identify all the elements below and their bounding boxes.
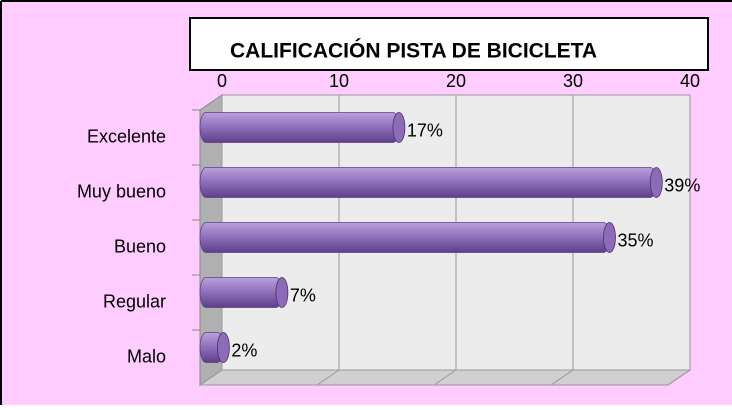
- grid-line: [433, 369, 457, 386]
- bar: [199, 112, 400, 143]
- bar: [199, 167, 657, 198]
- bar: [199, 222, 610, 253]
- grid-line: [199, 369, 223, 386]
- bar-cap: [216, 332, 230, 363]
- x-tick-label: 0: [217, 71, 227, 91]
- chart-title: CALIFICACIÓN PISTA DE BICICLETA: [230, 39, 597, 63]
- bar-cap: [275, 277, 289, 308]
- y-tick-label: Regular: [103, 291, 166, 311]
- grid-line: [550, 369, 574, 386]
- bar-cap: [649, 167, 663, 198]
- data-label: 17%: [407, 120, 443, 140]
- y-tick-label: Malo: [127, 346, 166, 366]
- x-tick-label: 30: [563, 71, 583, 91]
- data-label: 2%: [231, 340, 257, 360]
- grid-line: [316, 369, 340, 386]
- bar-cap: [603, 222, 616, 253]
- grid-line: [667, 369, 691, 386]
- x-tick-label: 10: [329, 71, 349, 91]
- title-box: [189, 17, 709, 71]
- data-label: 35%: [618, 230, 654, 250]
- data-label: 7%: [290, 285, 316, 305]
- bar-cap: [392, 112, 406, 143]
- y-tick-label: Muy bueno: [77, 181, 166, 201]
- x-tick-label: 40: [680, 71, 700, 91]
- data-label: 39%: [664, 175, 700, 195]
- bar: [199, 277, 283, 308]
- x-tick-label: 20: [446, 71, 466, 91]
- y-tick-label: Bueno: [114, 236, 166, 256]
- y-tick-label: Excelente: [87, 126, 166, 146]
